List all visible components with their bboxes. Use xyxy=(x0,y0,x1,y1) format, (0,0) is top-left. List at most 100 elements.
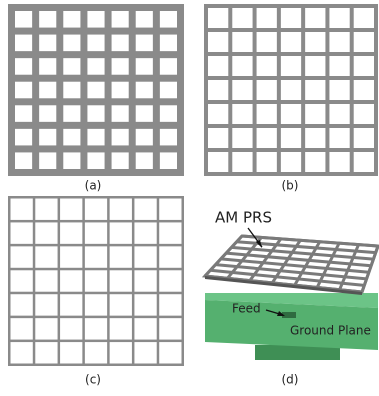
grid-cell xyxy=(60,342,82,363)
grid-cell xyxy=(85,294,107,315)
grid-cell xyxy=(159,246,181,267)
panel-label: (d) xyxy=(282,373,299,387)
grid-cell xyxy=(160,35,177,52)
grid-cell xyxy=(63,105,80,122)
grid-cell xyxy=(15,58,32,75)
grid-cell xyxy=(305,152,325,172)
grid-cell xyxy=(257,128,277,148)
panel-label: (a) xyxy=(85,179,102,193)
grid-cell xyxy=(305,128,325,148)
grid-cell xyxy=(232,152,252,172)
grid-cell xyxy=(136,11,153,28)
grid-cell xyxy=(159,199,181,220)
grid-panel-b xyxy=(204,4,378,176)
grid-cell xyxy=(112,129,129,146)
grid-cell xyxy=(134,318,156,339)
grid-cell xyxy=(232,80,252,100)
grid-cell xyxy=(112,82,129,99)
grid-cell xyxy=(160,105,177,122)
grid-cell xyxy=(208,152,228,172)
grid-cell xyxy=(63,35,80,52)
grid-cell xyxy=(136,35,153,52)
grid-cell xyxy=(39,152,56,169)
grid-cell xyxy=(159,342,181,363)
grid-cell xyxy=(329,152,349,172)
grid-cell xyxy=(85,342,107,363)
grid-cell xyxy=(60,246,82,267)
grid-cell xyxy=(110,222,132,243)
grid-cell xyxy=(35,318,57,339)
grid-cell xyxy=(159,270,181,291)
grid-cell xyxy=(232,32,252,52)
grid-cell xyxy=(281,152,301,172)
grid-cell xyxy=(112,58,129,75)
grid-cell xyxy=(354,56,374,76)
grid-panel-a xyxy=(8,4,184,176)
grid-cell xyxy=(60,199,82,220)
grid-cell xyxy=(60,222,82,243)
grid-cell xyxy=(39,105,56,122)
am-prs-sheet xyxy=(205,236,378,295)
grid-cell xyxy=(232,56,252,76)
grid-cell xyxy=(281,128,301,148)
grid-cell xyxy=(257,80,277,100)
grid-cell xyxy=(11,318,33,339)
grid-cell xyxy=(15,105,32,122)
grid-cell xyxy=(305,8,325,28)
grid-cell xyxy=(329,104,349,124)
grid-cell xyxy=(354,128,374,148)
grid-cell xyxy=(281,104,301,124)
grid-cell xyxy=(39,11,56,28)
grid-cell xyxy=(329,32,349,52)
grid-cell xyxy=(232,8,252,28)
grid-cell xyxy=(110,318,132,339)
grid-cell xyxy=(85,222,107,243)
grid-cell xyxy=(134,222,156,243)
grid-cell xyxy=(112,11,129,28)
grid-cell xyxy=(354,80,374,100)
grid-cell xyxy=(87,35,104,52)
grid-cell xyxy=(257,152,277,172)
grid-cell xyxy=(15,35,32,52)
grid-cell xyxy=(329,80,349,100)
grid-cell xyxy=(134,270,156,291)
grid-cell xyxy=(110,270,132,291)
grid-cell xyxy=(85,199,107,220)
grid-cell xyxy=(281,80,301,100)
grid-cell xyxy=(134,342,156,363)
grid-cell xyxy=(60,294,82,315)
grid-cell xyxy=(159,318,181,339)
grid-cell xyxy=(85,318,107,339)
grid-cell xyxy=(87,82,104,99)
grid-cell xyxy=(208,80,228,100)
grid-cell xyxy=(305,56,325,76)
grid-cell xyxy=(85,246,107,267)
grid-cell xyxy=(63,11,80,28)
grid-cell xyxy=(305,104,325,124)
grid-cell xyxy=(63,129,80,146)
grid-cell xyxy=(160,58,177,75)
figure: (a) (b) (c) (d) AM PRS Feed Ground Plane xyxy=(0,0,379,396)
grid-cell xyxy=(63,58,80,75)
grid-cell xyxy=(257,8,277,28)
grid-cell xyxy=(160,129,177,146)
grid-cell xyxy=(15,11,32,28)
grid-cell xyxy=(15,152,32,169)
grid-cell xyxy=(11,246,33,267)
grid-cell xyxy=(11,294,33,315)
grid-cell xyxy=(87,105,104,122)
grid-cell xyxy=(329,8,349,28)
grid-cell xyxy=(87,129,104,146)
grid-cell xyxy=(134,199,156,220)
grid-cell xyxy=(354,32,374,52)
grid-cell xyxy=(35,199,57,220)
grid-cell xyxy=(329,128,349,148)
grid-cell xyxy=(136,152,153,169)
grid-cell xyxy=(11,222,33,243)
grid-cell xyxy=(87,152,104,169)
grid-cell xyxy=(208,104,228,124)
grid-cell xyxy=(281,32,301,52)
grid-cell xyxy=(87,58,104,75)
grid-cell xyxy=(87,11,104,28)
ground-plane-label: Ground Plane xyxy=(290,324,371,338)
